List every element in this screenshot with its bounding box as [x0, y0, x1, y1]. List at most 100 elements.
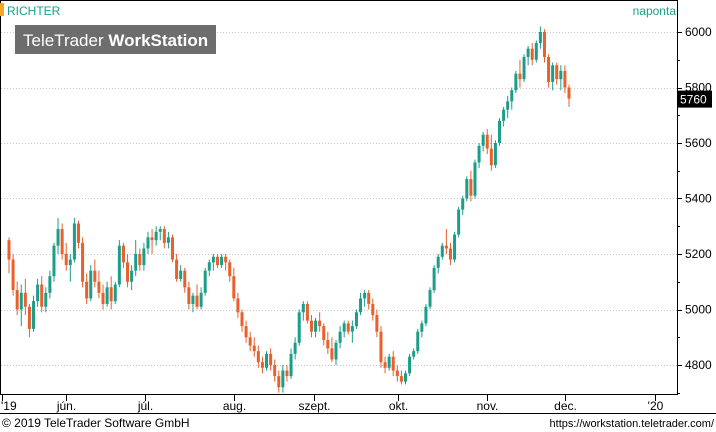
candle	[408, 353, 412, 377]
candle	[105, 281, 109, 307]
candle	[48, 270, 52, 299]
candle	[142, 242, 146, 271]
candle-body	[162, 229, 166, 243]
candle	[309, 315, 313, 338]
candle-body	[56, 229, 60, 246]
y-tick-label: 4800	[685, 358, 712, 372]
candle	[510, 87, 514, 110]
candle	[89, 265, 93, 302]
candle-body	[72, 223, 76, 260]
candle	[457, 206, 461, 238]
candle-body	[301, 303, 305, 313]
candle-body	[228, 262, 232, 277]
candle-body	[493, 143, 497, 166]
candle-body	[444, 245, 448, 249]
candle-body	[379, 331, 383, 363]
candle-body	[15, 290, 19, 310]
candle	[342, 320, 346, 338]
candle-body	[187, 287, 191, 304]
candle-body	[518, 73, 522, 80]
candle-body	[277, 376, 281, 388]
interval-label: naponta	[633, 4, 677, 18]
candle	[375, 309, 379, 338]
candle-body	[477, 145, 481, 163]
candle-body	[526, 48, 530, 57]
candle	[338, 326, 342, 349]
candle	[367, 290, 371, 310]
candle	[318, 312, 322, 332]
candle-body	[314, 320, 318, 332]
candle	[203, 267, 207, 296]
candle	[158, 226, 162, 241]
candle	[297, 309, 301, 346]
candle-body	[567, 87, 571, 99]
candle-body	[510, 90, 514, 102]
candle-body	[146, 237, 150, 249]
candle-body	[68, 259, 72, 266]
candle-body	[11, 259, 15, 291]
x-tick-label: '19	[1, 399, 17, 413]
candle-body	[142, 248, 146, 266]
candle-body	[175, 259, 179, 279]
candle	[350, 320, 354, 343]
candle	[412, 348, 416, 360]
candle	[465, 176, 469, 202]
candle	[506, 95, 510, 119]
candle-body	[387, 356, 391, 368]
candle-body	[367, 292, 371, 304]
candle-body	[289, 353, 293, 377]
candle	[534, 40, 538, 63]
candle-body	[36, 284, 40, 302]
candle	[453, 231, 457, 263]
candle-body	[326, 340, 330, 349]
candle	[56, 217, 60, 254]
candle	[420, 320, 424, 338]
candles	[7, 26, 571, 393]
candle-body	[506, 101, 510, 110]
candle	[72, 217, 76, 263]
candle-body	[473, 162, 477, 196]
candle-body	[542, 32, 546, 57]
candle-body	[154, 231, 158, 241]
candle-body	[232, 276, 236, 299]
candle-body	[457, 209, 461, 235]
candle-body	[179, 270, 183, 279]
candle	[469, 170, 473, 202]
candle	[273, 359, 277, 382]
candle	[126, 254, 130, 288]
candle	[322, 323, 326, 346]
candle	[113, 281, 117, 304]
candle-body	[453, 234, 457, 260]
candle-body	[240, 312, 244, 327]
candle	[473, 159, 477, 199]
candle-body	[171, 237, 175, 260]
candle-body	[485, 134, 489, 149]
candle	[542, 29, 546, 63]
candle	[448, 242, 452, 266]
candle-body	[322, 326, 326, 341]
candle-body	[403, 373, 407, 382]
candle	[19, 284, 23, 327]
candle-body	[297, 312, 301, 343]
candle	[130, 265, 134, 291]
candle	[101, 284, 105, 310]
candle-body	[534, 43, 538, 60]
candle	[326, 331, 330, 354]
y-tick-label: 5400	[685, 192, 712, 206]
copyright-text: © 2019 TeleTrader Software GmbH	[2, 416, 190, 430]
candle	[305, 301, 309, 324]
candle	[76, 220, 80, 249]
candle	[563, 65, 567, 94]
candle-body	[85, 281, 89, 299]
candle	[293, 337, 297, 360]
candle	[15, 281, 19, 316]
candle	[526, 45, 530, 66]
candle-body	[256, 351, 260, 363]
candle	[314, 317, 318, 338]
candle-body	[551, 65, 555, 82]
candle	[285, 365, 289, 382]
last-price-label: 5760	[680, 93, 707, 107]
watermark: TeleTrader WorkStation	[15, 25, 216, 54]
last-price-box	[678, 90, 712, 108]
